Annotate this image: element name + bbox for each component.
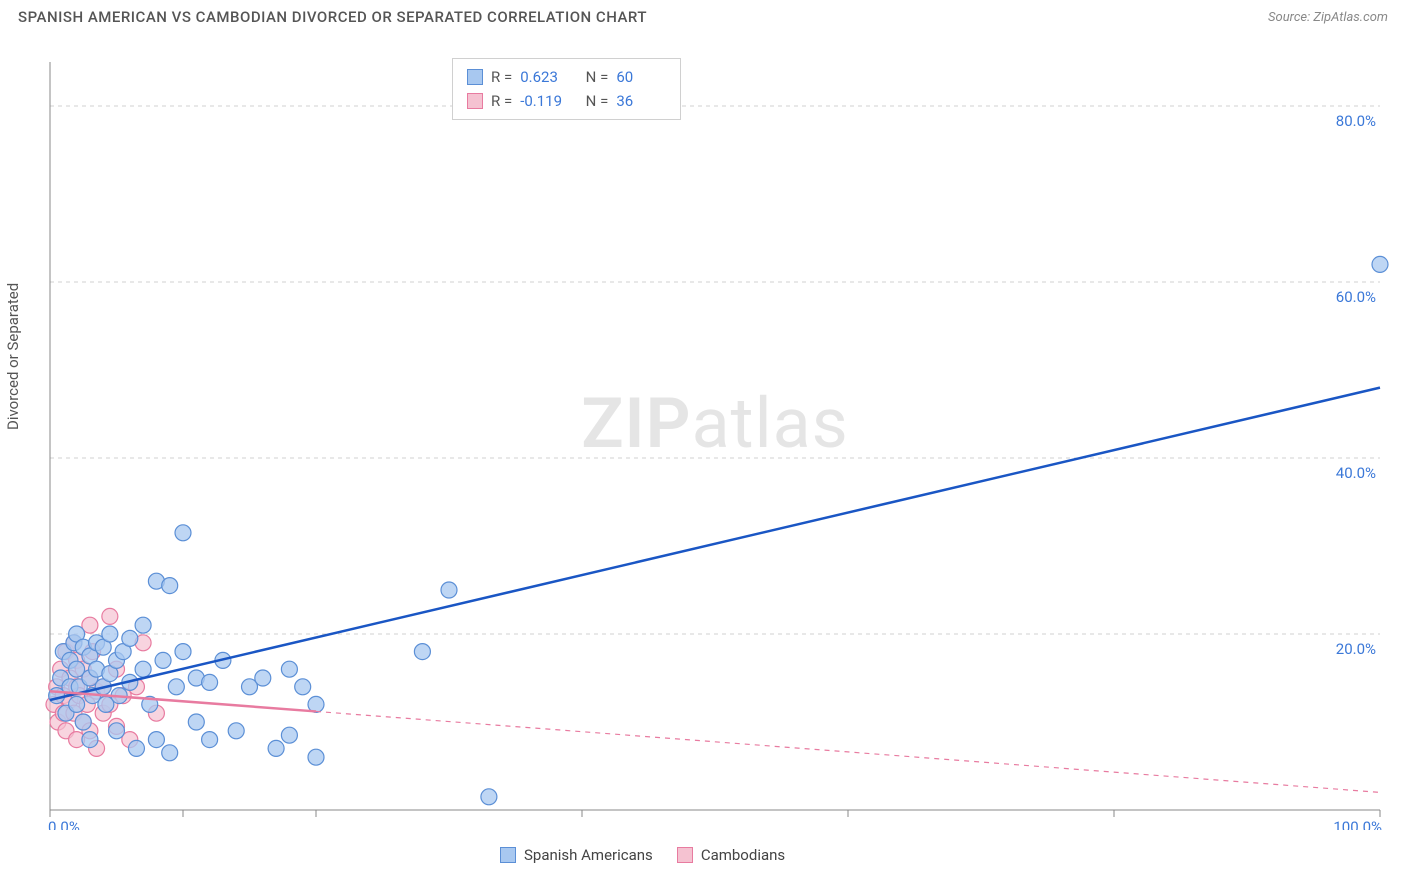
- legend-item: Spanish Americans: [500, 846, 653, 864]
- scatter-point: [202, 674, 218, 690]
- scatter-point: [148, 732, 164, 748]
- scatter-point: [122, 630, 138, 646]
- scatter-point: [162, 578, 178, 594]
- scatter-point: [228, 723, 244, 739]
- scatter-point: [202, 732, 218, 748]
- trend-line: [50, 388, 1380, 700]
- scatter-point: [128, 740, 144, 756]
- y-tick-label: 60.0%: [1336, 288, 1376, 306]
- scatter-point: [82, 732, 98, 748]
- scatter-point: [281, 727, 297, 743]
- series-legend: Spanish Americans Cambodians: [500, 846, 785, 864]
- scatter-point: [135, 617, 151, 633]
- legend-swatch: [467, 69, 483, 85]
- scatter-point: [168, 679, 184, 695]
- scatter-point: [175, 525, 191, 541]
- chart-header: SPANISH AMERICAN VS CAMBODIAN DIVORCED O…: [0, 0, 1406, 32]
- trend-line-dashed: [316, 711, 1380, 792]
- scatter-point: [1372, 256, 1388, 272]
- scatter-point: [102, 626, 118, 642]
- legend-label: Spanish Americans: [524, 846, 653, 864]
- stat-n-value: 36: [616, 89, 666, 113]
- stats-row: R = -0.119 N = 36: [467, 89, 666, 113]
- x-tick-label: 0.0%: [48, 818, 80, 830]
- scatter-point: [441, 582, 457, 598]
- chart-source: Source: ZipAtlas.com: [1268, 10, 1388, 25]
- scatter-point: [414, 644, 430, 660]
- x-tick-label: 100.0%: [1333, 818, 1382, 830]
- scatter-point: [155, 652, 171, 668]
- scatter-point: [255, 670, 271, 686]
- legend-label: Cambodians: [701, 846, 785, 864]
- scatter-point: [162, 745, 178, 761]
- y-axis-label: Divorced or Separated: [4, 283, 22, 430]
- scatter-point: [109, 723, 125, 739]
- stat-r-label: R =: [491, 65, 512, 89]
- scatter-point: [75, 714, 91, 730]
- legend-item: Cambodians: [677, 846, 785, 864]
- scatter-point: [135, 661, 151, 677]
- chart-plot-area: ZIPatlas 20.0%40.0%60.0%80.0%0.0%100.0%: [40, 50, 1390, 830]
- stats-row: R = 0.623 N = 60: [467, 65, 666, 89]
- stat-n-value: 60: [616, 65, 666, 89]
- scatter-point: [102, 608, 118, 624]
- chart-title: SPANISH AMERICAN VS CAMBODIAN DIVORCED O…: [18, 8, 647, 26]
- legend-swatch: [677, 847, 693, 863]
- stat-r-value: 0.623: [520, 65, 570, 89]
- legend-swatch: [500, 847, 516, 863]
- stat-r-value: -0.119: [520, 89, 570, 113]
- scatter-point: [295, 679, 311, 695]
- y-tick-label: 40.0%: [1336, 464, 1376, 482]
- legend-swatch: [467, 93, 483, 109]
- scatter-point: [69, 696, 85, 712]
- scatter-point: [268, 740, 284, 756]
- y-tick-label: 80.0%: [1336, 112, 1376, 130]
- correlation-stats-box: R = 0.623 N = 60R = -0.119 N = 36: [452, 58, 681, 120]
- scatter-point: [308, 749, 324, 765]
- stat-r-label: R =: [491, 89, 512, 113]
- scatter-point: [188, 714, 204, 730]
- scatter-svg: 20.0% 40.0% 60.0% 80.0% 0.0% 100.0%: [40, 50, 1390, 830]
- scatter-point: [481, 789, 497, 805]
- stat-n-label: N =: [578, 65, 608, 89]
- scatter-point: [281, 661, 297, 677]
- scatter-point: [175, 644, 191, 660]
- y-tick-label: 20.0%: [1336, 640, 1376, 658]
- stat-n-label: N =: [578, 89, 608, 113]
